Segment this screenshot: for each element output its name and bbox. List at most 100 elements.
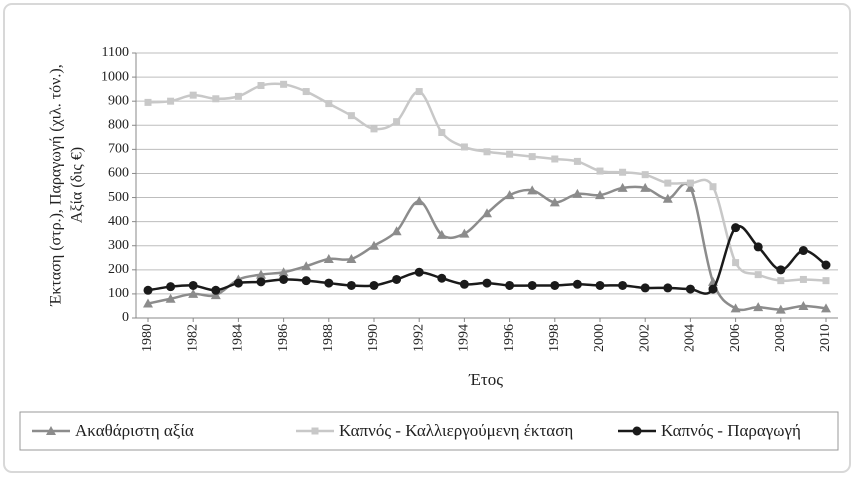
chart-frame	[3, 3, 851, 473]
point	[459, 279, 469, 289]
point	[143, 285, 153, 295]
y-tick-label: 300	[108, 238, 129, 253]
x-tick-label: 2008	[773, 324, 788, 352]
point	[257, 82, 265, 90]
point	[323, 253, 334, 263]
point	[278, 267, 289, 277]
point	[798, 300, 809, 310]
point	[482, 208, 492, 218]
x-tick-label: 2010	[818, 324, 833, 352]
point	[369, 240, 379, 250]
y-tick-label: 900	[108, 93, 129, 108]
x-tick-label: 1980	[140, 324, 155, 352]
point	[664, 179, 672, 187]
legend-marker	[632, 426, 642, 436]
point	[504, 190, 515, 200]
point	[753, 302, 764, 312]
point	[144, 98, 152, 106]
point	[393, 118, 401, 126]
point	[596, 167, 604, 175]
point	[436, 229, 447, 239]
point	[775, 304, 786, 314]
legend-label: Ακαθάριστη αξία	[75, 421, 194, 440]
legend-box	[19, 411, 839, 451]
point	[528, 153, 536, 161]
x-tick-label: 1988	[321, 324, 336, 352]
point	[619, 168, 627, 176]
point	[640, 283, 650, 293]
point	[730, 303, 741, 313]
point	[165, 293, 176, 303]
point	[256, 269, 266, 279]
point	[686, 179, 694, 187]
point	[279, 274, 289, 284]
point	[391, 226, 402, 236]
point	[709, 183, 717, 191]
x-tick-label: 1994	[457, 324, 472, 352]
point	[256, 277, 266, 287]
point	[617, 182, 628, 192]
x-tick-label: 1982	[185, 324, 200, 352]
point	[506, 150, 514, 158]
point	[822, 277, 830, 285]
point	[777, 277, 785, 285]
x-tick-label: 2006	[728, 324, 743, 352]
x-tick-label: 1998	[547, 324, 562, 352]
point	[549, 197, 560, 207]
point	[482, 278, 492, 288]
point	[798, 246, 808, 256]
legend-label: Καπνός - Καλλιεργούμενη έκταση	[339, 421, 573, 440]
point	[662, 193, 673, 203]
legend-item: Ακαθάριστη αξία	[32, 421, 194, 440]
point	[189, 91, 197, 99]
y-tick-label: 400	[108, 214, 129, 229]
x-tick-label: 1986	[276, 324, 291, 352]
point	[640, 182, 651, 192]
point	[188, 280, 198, 290]
legend-label: Καπνός - Παραγωγή	[661, 421, 801, 440]
x-axis-title: Έτος	[468, 370, 503, 389]
point	[301, 276, 311, 286]
point	[392, 274, 402, 284]
point	[483, 148, 491, 156]
legend-item: Καπνός - Παραγωγή	[618, 421, 801, 440]
point	[325, 100, 333, 108]
point	[527, 185, 538, 195]
y-tick-label: 800	[108, 117, 129, 132]
point	[776, 265, 786, 275]
point	[753, 242, 763, 252]
legend-item: Καπνός - Καλλιεργούμενη έκταση	[296, 421, 573, 440]
point	[573, 157, 581, 165]
x-tick-label: 1992	[411, 324, 426, 352]
point	[346, 280, 356, 290]
y-tick-label: 500	[108, 190, 129, 205]
point	[685, 182, 696, 192]
point	[211, 285, 221, 295]
point	[143, 298, 153, 308]
x-tick-label: 2000	[592, 324, 607, 352]
point	[595, 190, 605, 200]
point	[821, 303, 831, 313]
point	[618, 280, 628, 290]
x-tick-label: 2002	[637, 324, 652, 352]
y-axis-title-line: Έκταση (στρ.), Παραγωγή (χιλ. τόν.),	[48, 64, 65, 307]
point	[280, 80, 288, 88]
y-axis-title-line: Αξία (δις €)	[69, 147, 86, 223]
point	[641, 171, 649, 179]
point	[572, 188, 583, 198]
point	[459, 228, 470, 238]
point	[167, 97, 175, 105]
point	[821, 260, 831, 270]
point	[685, 284, 695, 294]
point	[324, 278, 334, 288]
point	[188, 288, 199, 298]
point	[550, 280, 560, 290]
point	[233, 278, 243, 288]
y-tick-label: 0	[122, 310, 129, 325]
x-tick-label: 1996	[502, 324, 517, 352]
point	[346, 253, 357, 263]
y-tick-label: 1000	[101, 69, 129, 84]
point	[799, 275, 807, 283]
